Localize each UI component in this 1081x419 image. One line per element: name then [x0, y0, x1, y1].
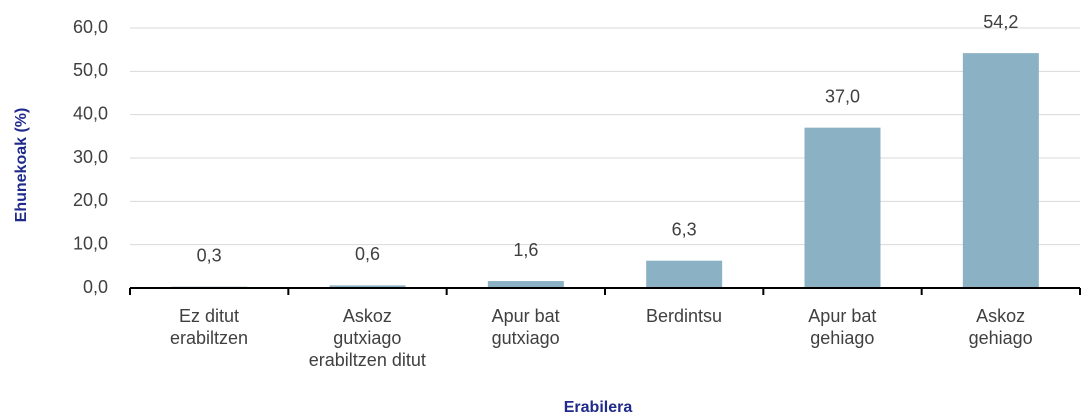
x-tick-label: Askoz gutxiago erabiltzen ditut: [308, 306, 426, 370]
x-tick-label: Apur bat gehiago: [808, 306, 877, 348]
bar: [962, 53, 1039, 289]
y-tick-label: 40,0: [73, 103, 108, 123]
value-label: 0,3: [197, 245, 222, 265]
y-tick-label: 50,0: [73, 60, 108, 80]
x-tick-label: Askoz gehiago: [968, 306, 1033, 348]
y-tick-label: 0,0: [83, 277, 108, 297]
y-tick-label: 20,0: [73, 190, 108, 210]
bar: [487, 281, 564, 288]
y-tick-label: 30,0: [73, 147, 108, 167]
value-label: 1,6: [513, 240, 538, 260]
y-axis-title: Ehunekoak (%): [13, 108, 30, 223]
value-label: 6,3: [672, 219, 697, 239]
bar: [804, 127, 881, 289]
bar: [646, 260, 723, 288]
y-tick-label: 10,0: [73, 233, 108, 253]
x-axis-title: Erabilera: [564, 399, 633, 416]
value-label: 37,0: [825, 86, 860, 106]
x-tick-label: Ez ditut erabiltzen: [169, 306, 249, 348]
value-label: 0,6: [355, 244, 380, 264]
x-tick-label: Berdintsu: [645, 306, 723, 326]
bar: [329, 285, 406, 288]
y-tick-label: 60,0: [73, 17, 108, 37]
value-label: 54,2: [983, 12, 1018, 32]
x-tick-label: Apur bat gutxiago: [491, 306, 560, 348]
